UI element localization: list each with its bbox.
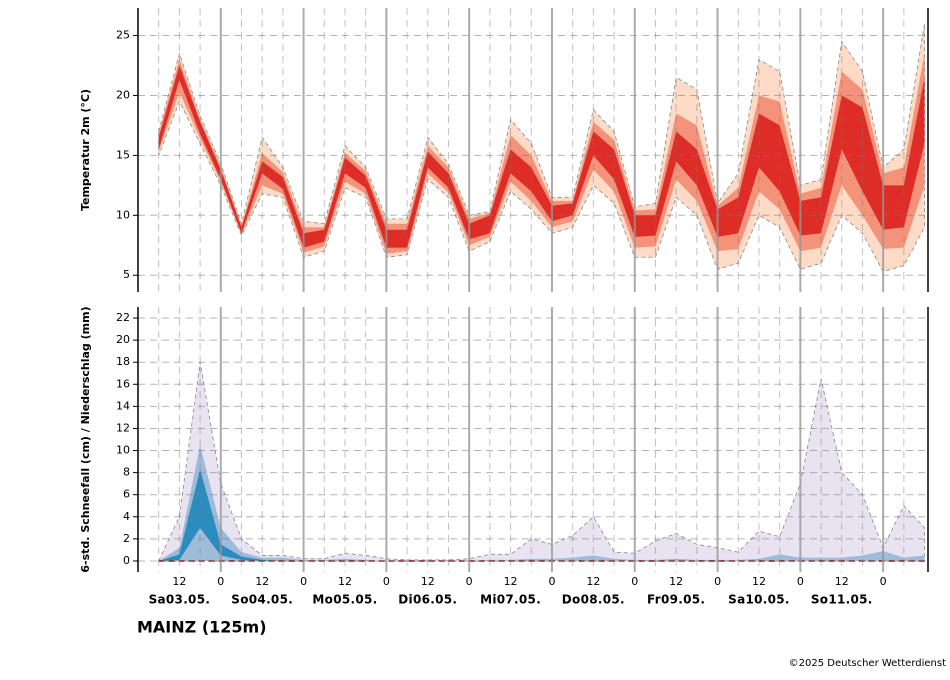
y-tick-label: 0	[123, 554, 130, 567]
y-tick-label: 8	[123, 466, 130, 479]
x-tick-label: 12	[338, 575, 352, 588]
y-tick-label: 20	[116, 88, 130, 101]
y-tick-label: 10	[116, 444, 130, 457]
day-label: So11.05.	[811, 593, 873, 607]
x-tick-label: 0	[880, 575, 887, 588]
day-label: Fr09.05.	[647, 593, 705, 607]
day-label: Mi07.05.	[480, 593, 541, 607]
day-label: Sa03.05.	[149, 593, 211, 607]
y-tick-label: 22	[116, 311, 130, 324]
x-tick-label: 12	[835, 575, 849, 588]
day-label: Di06.05.	[398, 593, 457, 607]
station-name: MAINZ (125m)	[137, 618, 267, 637]
day-label: So04.05.	[231, 593, 293, 607]
day-label: Mo05.05.	[312, 593, 377, 607]
x-tick-label: 12	[255, 575, 269, 588]
area-band	[158, 362, 925, 562]
y-tick-label: 25	[116, 29, 130, 42]
y-tick-label: 6	[123, 488, 130, 501]
x-tick-label: 12	[669, 575, 683, 588]
y-tick-label: 14	[116, 399, 130, 412]
area-band	[158, 445, 925, 561]
y-tick-label: 15	[116, 148, 130, 161]
y-tick-label: 18	[116, 355, 130, 368]
x-tick-label: 0	[548, 575, 555, 588]
x-tick-label: 0	[466, 575, 473, 588]
y-tick-label: 2	[123, 532, 130, 545]
x-tick-label: 12	[586, 575, 600, 588]
x-tick-label: 12	[752, 575, 766, 588]
y-tick-label: 12	[116, 421, 130, 434]
day-label: Sa10.05.	[728, 593, 790, 607]
y-tick-label: 4	[123, 510, 130, 523]
y-tick-label: 5	[123, 268, 130, 281]
band-band	[158, 65, 925, 248]
day-label: Do08.05.	[562, 593, 625, 607]
credit: ©2025 Deutscher Wetterdienst	[789, 658, 946, 669]
y-axis-label: Temperatur 2m (°C)	[79, 89, 92, 211]
x-tick-label: 0	[797, 575, 804, 588]
x-tick-label: 0	[714, 575, 721, 588]
x-tick-label: 12	[504, 575, 518, 588]
x-tick-label: 0	[300, 575, 307, 588]
x-tick-label: 0	[631, 575, 638, 588]
y-axis-label: 6-std. Schneefall (cm) / Niederschlag (m…	[79, 306, 92, 572]
x-tick-label: 12	[421, 575, 435, 588]
x-tick-label: 0	[383, 575, 390, 588]
y-tick-label: 16	[116, 377, 130, 390]
x-tick-label: 0	[217, 575, 224, 588]
y-tick-label: 20	[116, 333, 130, 346]
y-tick-label: 10	[116, 208, 130, 221]
x-tick-label: 12	[172, 575, 186, 588]
